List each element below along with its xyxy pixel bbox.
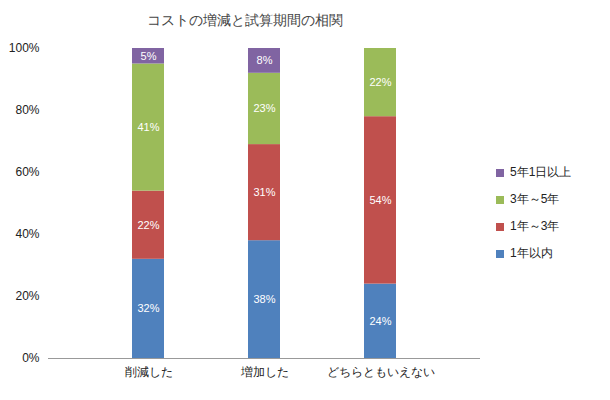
svg-text:80%: 80%	[15, 103, 39, 117]
html-text:3年～5年: 3年～5年	[510, 192, 560, 206]
svg-text:41%: 41%	[137, 121, 159, 133]
svg-text:増加した: 増加した	[240, 365, 289, 379]
svg-text:31%: 31%	[253, 186, 275, 198]
svg-text:5%: 5%	[141, 50, 157, 62]
svg-text:20%: 20%	[15, 289, 39, 303]
svg-text:0%: 0%	[22, 351, 40, 365]
svg-text:38%: 38%	[253, 293, 275, 305]
svg-text:100%: 100%	[9, 41, 40, 55]
html-text:1年～3年: 1年～3年	[510, 219, 560, 233]
svg-text:削減した: 削減した	[125, 365, 173, 379]
html-text:コストの増減と試算期間の相関: コストの増減と試算期間の相関	[147, 12, 343, 28]
html-text:1年以内: 1年以内	[510, 246, 553, 260]
svg-text:22%: 22%	[369, 76, 391, 88]
svg-text:40%: 40%	[15, 227, 39, 241]
svg-text:54%: 54%	[369, 194, 391, 206]
svg-text:22%: 22%	[137, 219, 159, 231]
svg-text:どちらともいえない: どちらともいえない	[327, 365, 435, 379]
svg-text:32%: 32%	[137, 302, 159, 314]
svg-text:24%: 24%	[369, 315, 391, 327]
svg-text:60%: 60%	[15, 165, 39, 179]
svg-text:8%: 8%	[257, 54, 273, 66]
svg-text:23%: 23%	[253, 102, 275, 114]
html-text:5年1日以上: 5年1日以上	[510, 165, 572, 179]
